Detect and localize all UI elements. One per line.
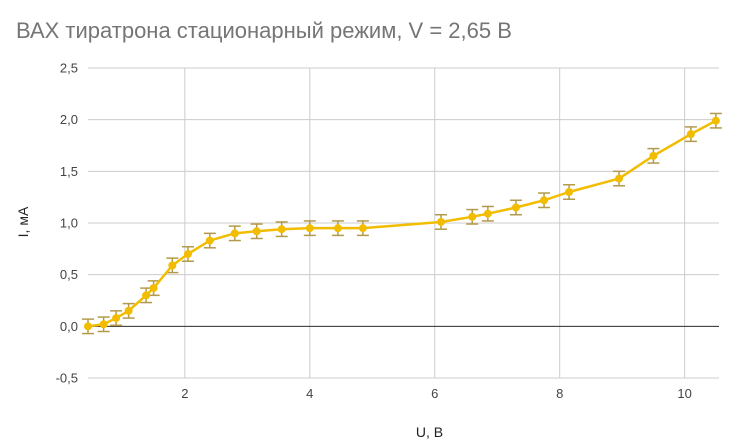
data-point[interactable] xyxy=(711,116,720,125)
data-point[interactable] xyxy=(436,217,445,226)
data-point[interactable] xyxy=(205,236,214,245)
data-point[interactable] xyxy=(483,209,492,218)
data-point[interactable] xyxy=(649,151,658,160)
data-point[interactable] xyxy=(565,188,574,196)
x-tick-label: 2 xyxy=(181,386,188,401)
data-point[interactable] xyxy=(99,320,108,329)
data-point[interactable] xyxy=(142,291,151,300)
data-point[interactable] xyxy=(84,322,92,331)
data-point[interactable] xyxy=(686,130,695,139)
y-tick-label: 0,0 xyxy=(60,319,78,334)
x-tick-label: 8 xyxy=(556,386,563,401)
data-point[interactable] xyxy=(305,224,314,233)
x-tick-label: 6 xyxy=(431,386,438,401)
y-tick-label: 1,5 xyxy=(60,164,78,179)
y-tick-label: 1,0 xyxy=(60,216,78,231)
data-point[interactable] xyxy=(277,225,286,234)
data-point[interactable] xyxy=(540,196,549,205)
data-point[interactable] xyxy=(615,174,624,183)
y-tick-label: 0,5 xyxy=(60,267,78,282)
series-line xyxy=(87,119,717,328)
chart-title: ВАХ тиратрона стационарный режим, V = 2,… xyxy=(16,18,512,43)
data-point[interactable] xyxy=(333,224,342,233)
data-point[interactable] xyxy=(252,227,261,236)
y-axis-label: I, мА xyxy=(15,206,31,237)
data-point[interactable] xyxy=(168,261,177,270)
data-point[interactable] xyxy=(358,224,367,233)
x-axis-label: U, В xyxy=(416,424,443,440)
data-point[interactable] xyxy=(183,250,192,258)
data-point[interactable] xyxy=(149,284,158,293)
y-tick-label: 2,5 xyxy=(60,61,78,76)
data-point[interactable] xyxy=(230,229,239,238)
x-tick-label: 10 xyxy=(677,386,691,401)
data-point[interactable] xyxy=(112,314,121,323)
data-point[interactable] xyxy=(511,203,520,212)
data-point[interactable] xyxy=(124,306,133,315)
data-point[interactable] xyxy=(468,212,477,221)
y-tick-label: 2,0 xyxy=(60,112,78,127)
x-tick-label: 4 xyxy=(306,386,313,401)
y-tick-label: -0,5 xyxy=(56,371,78,386)
